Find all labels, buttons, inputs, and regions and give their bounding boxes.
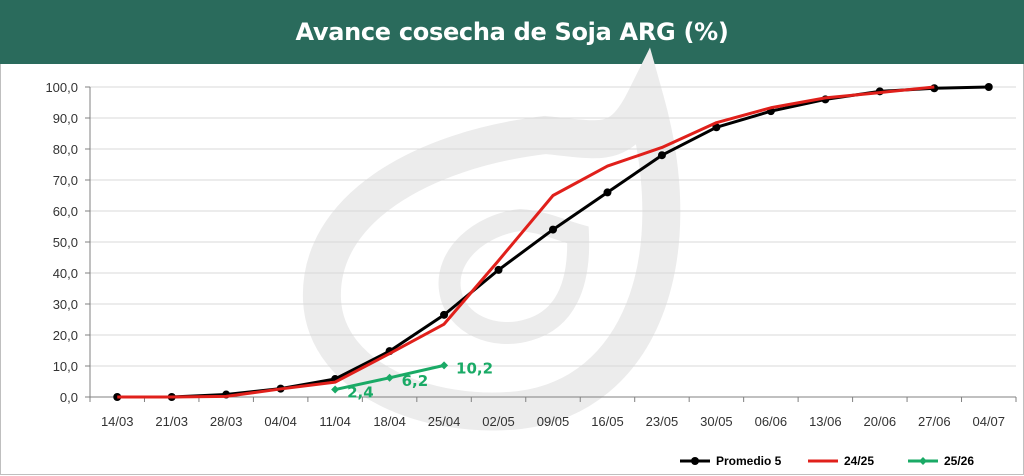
x-tick-label: 02/05 [482, 414, 515, 429]
x-tick-label: 25/04 [428, 414, 461, 429]
x-tick-label: 20/06 [864, 414, 897, 429]
data-labels: 2,4 6,2 10,2 [347, 359, 493, 401]
data-point [440, 310, 449, 319]
x-tick-label: 13/06 [809, 414, 842, 429]
series-line [117, 85, 935, 399]
y-tick-label: 10,0 [53, 359, 78, 374]
y-tick-label: 40,0 [53, 266, 78, 281]
y-tick-label: 30,0 [53, 297, 78, 312]
x-tick-label: 14/03 [101, 414, 134, 429]
y-tick-label: 50,0 [53, 235, 78, 250]
legend-marker [691, 457, 699, 465]
axes [85, 86, 1017, 402]
data-label: 10,2 [456, 359, 493, 377]
data-label: 2,4 [347, 384, 374, 402]
data-point [712, 123, 721, 132]
y-tick-label: 70,0 [53, 173, 78, 188]
x-tick-label: 11/04 [319, 414, 351, 429]
legend-label: 24/25 [844, 454, 874, 468]
legend-item: 25/26 [908, 454, 974, 468]
series-24-25 [117, 85, 935, 399]
y-tick-label: 100,0 [45, 80, 78, 95]
series-25-26 [331, 361, 449, 394]
gridlines [90, 86, 1016, 367]
series-group [113, 83, 993, 401]
y-axis-tick-labels: 0,0 10,0 20,0 30,0 40,0 50,0 60,0 70,0 80,0 90,0 1… [45, 80, 78, 405]
data-point [603, 188, 612, 197]
x-tick-label: 16/05 [591, 414, 624, 429]
y-tick-label: 80,0 [53, 142, 78, 157]
legend-item: 24/25 [808, 454, 874, 468]
data-point [385, 373, 394, 382]
data-point [984, 83, 993, 91]
x-tick-label: 30/05 [700, 414, 733, 429]
data-label: 6,2 [402, 372, 429, 390]
x-tick-label: 27/06 [918, 414, 951, 429]
legend-marker [919, 457, 927, 465]
y-tick-label: 0,0 [60, 390, 78, 405]
data-point [494, 265, 503, 274]
x-tick-label: 06/06 [755, 414, 788, 429]
x-tick-label: 23/05 [646, 414, 679, 429]
legend-item: Promedio 5 [680, 454, 782, 468]
legend-label: 25/26 [944, 454, 974, 468]
x-axis-tick-labels: 14/03 21/03 28/03 04/04 11/04 18/04 25/04 02/05… [101, 414, 1005, 429]
x-tick-label: 28/03 [210, 414, 243, 429]
y-tick-label: 60,0 [53, 204, 78, 219]
legend: Promedio 5 24/25 25/26 [680, 454, 974, 468]
watermark-logo [302, 47, 681, 431]
y-tick-label: 20,0 [53, 328, 78, 343]
x-tick-label: 04/04 [264, 414, 297, 429]
x-tick-label: 21/03 [155, 414, 188, 429]
x-tick-label: 04/07 [972, 414, 1005, 429]
x-tick-label: 18/04 [373, 414, 406, 429]
x-tick-label: 09/05 [537, 414, 570, 429]
legend-label: Promedio 5 [716, 454, 782, 468]
data-point [440, 361, 449, 370]
data-point [549, 225, 557, 234]
data-point [657, 151, 666, 160]
data-point [331, 385, 340, 394]
chart-title: Avance cosecha de Soja ARG (%) [295, 18, 729, 46]
y-tick-label: 90,0 [53, 111, 78, 126]
chart-header: Avance cosecha de Soja ARG (%) [0, 0, 1024, 64]
